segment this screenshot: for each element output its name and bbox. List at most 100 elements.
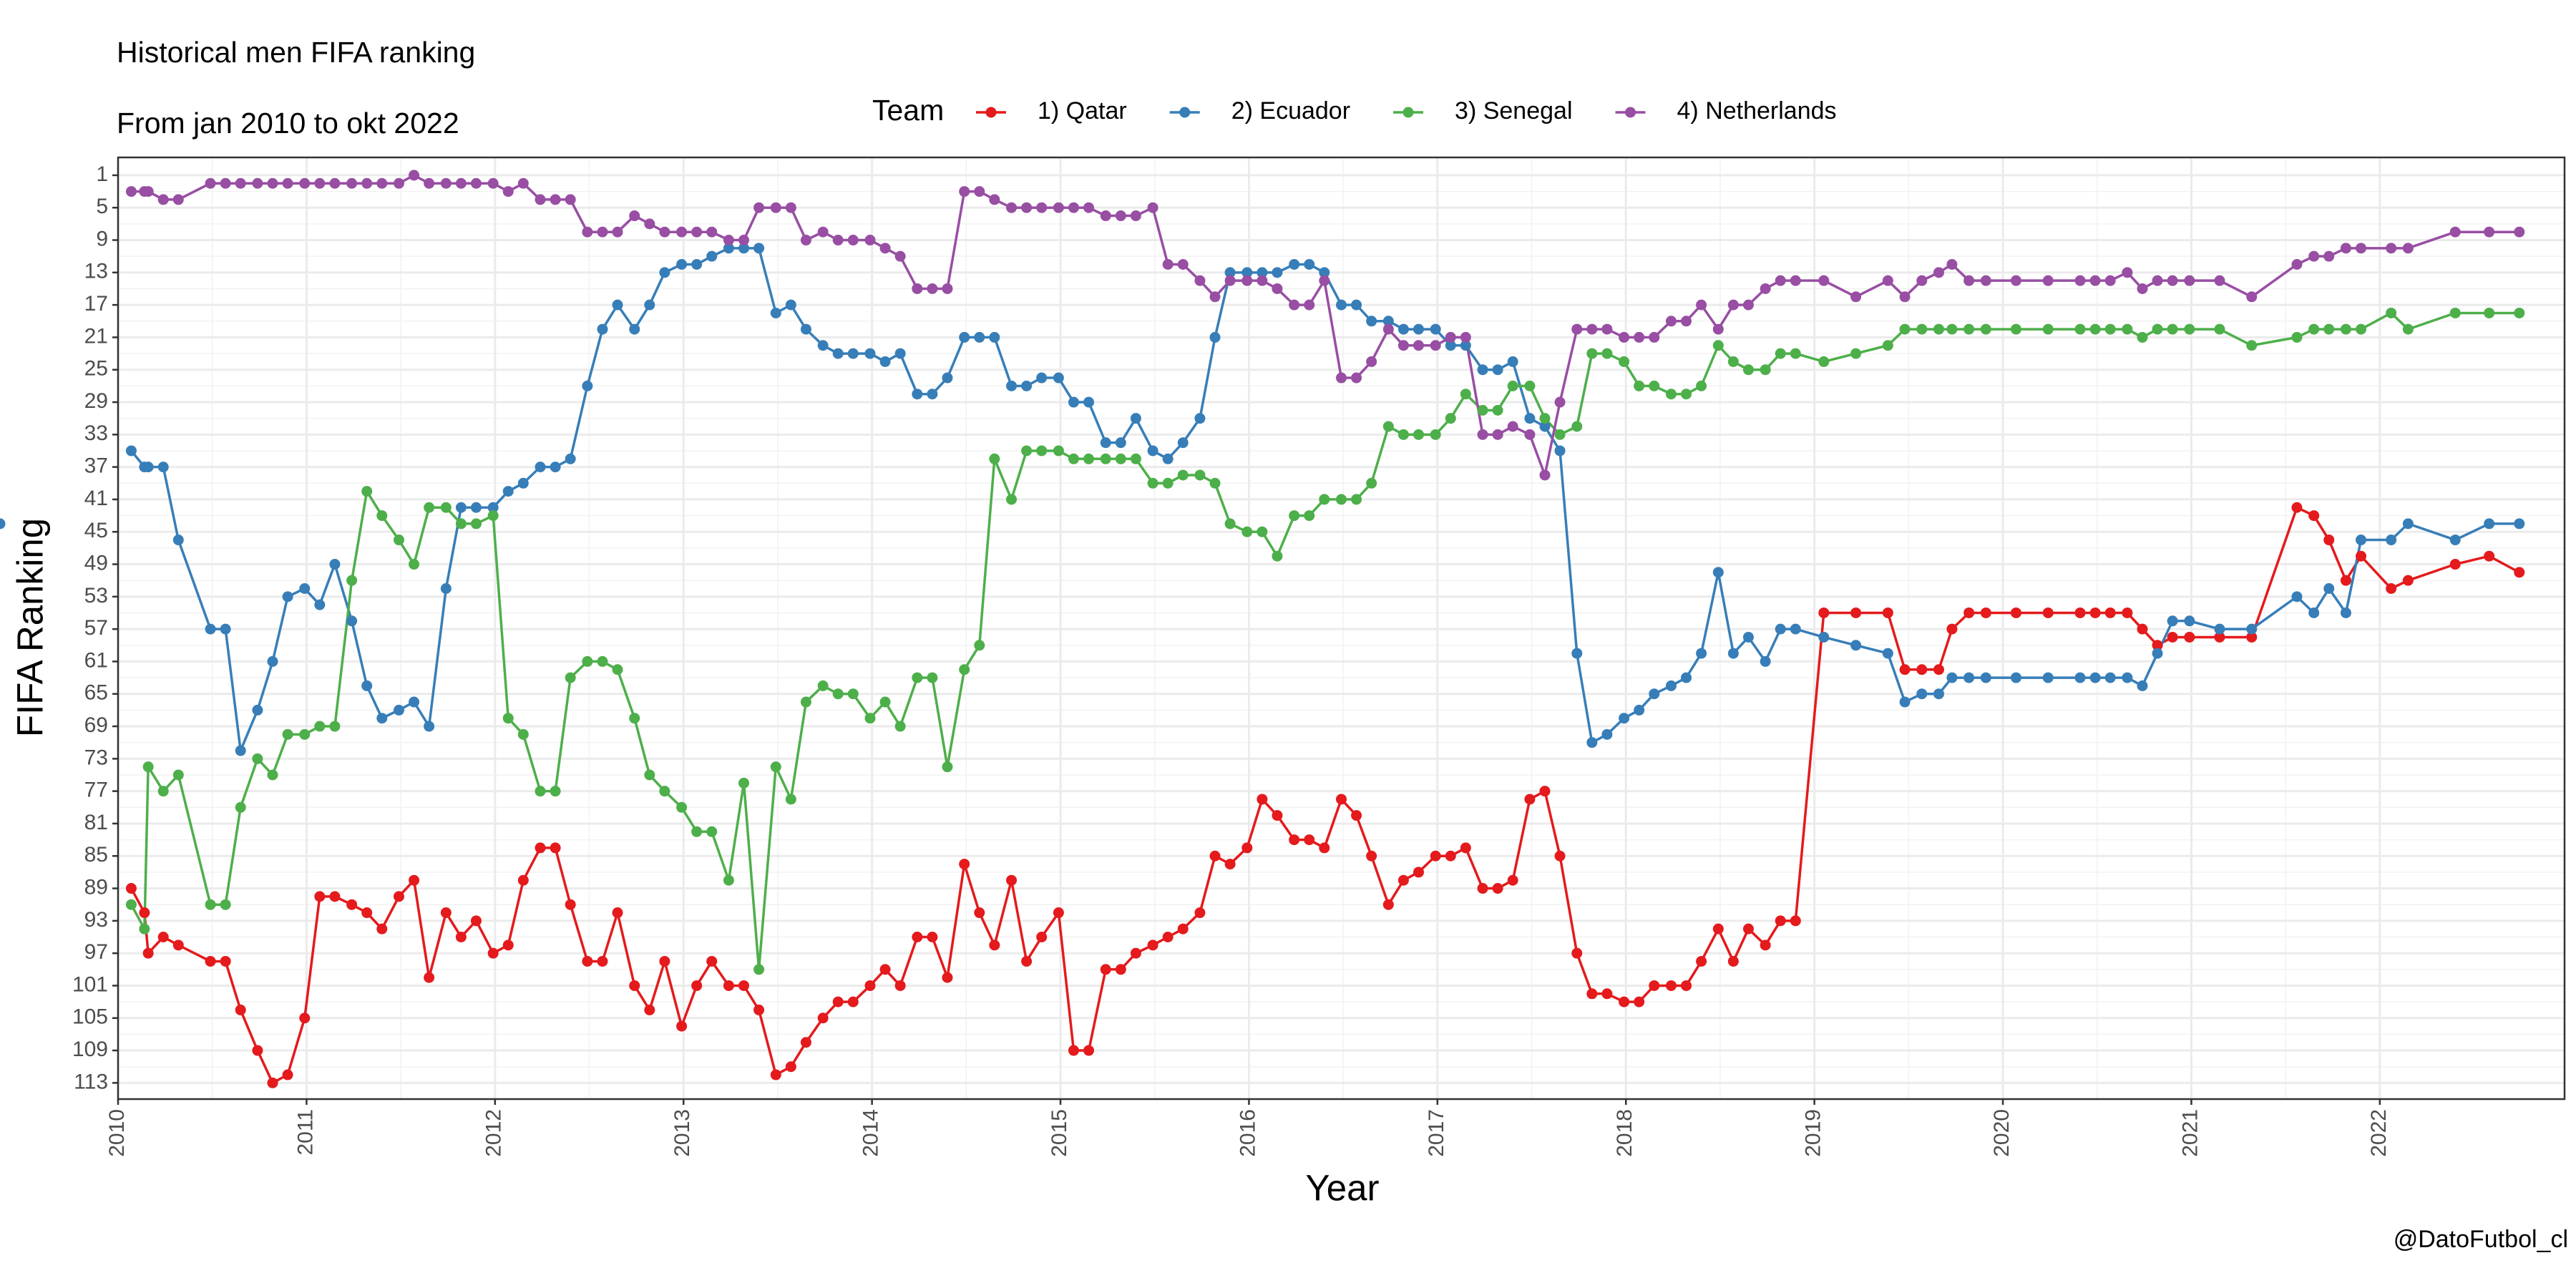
data-point — [1601, 988, 1613, 1000]
data-point — [502, 713, 514, 724]
data-point — [1933, 664, 1944, 675]
data-point — [1619, 331, 1630, 343]
data-point — [612, 226, 623, 238]
data-point — [1601, 323, 1613, 335]
data-point — [470, 502, 482, 513]
x-tick-label: 2011 — [293, 1109, 317, 1156]
data-point — [424, 502, 435, 513]
data-point — [1445, 850, 1456, 862]
data-point — [847, 348, 859, 359]
data-point — [314, 177, 326, 189]
data-point — [959, 859, 970, 870]
data-point — [738, 243, 750, 254]
data-point — [864, 713, 876, 724]
legend-key-point — [985, 107, 997, 118]
data-point — [1492, 883, 1503, 894]
data-point — [1162, 453, 1174, 464]
data-point — [864, 348, 876, 359]
data-point — [1850, 291, 1862, 303]
data-point — [329, 891, 341, 902]
data-point — [2104, 672, 2116, 683]
legend-title: Team — [872, 94, 944, 127]
data-point — [2184, 275, 2195, 286]
data-point — [1634, 380, 1645, 391]
data-point — [706, 955, 718, 967]
data-point — [205, 623, 216, 635]
x-tick-label: 2018 — [1613, 1109, 1636, 1157]
data-point — [2356, 550, 2367, 562]
data-point — [1177, 258, 1189, 270]
y-tick-label: 57 — [84, 616, 108, 640]
data-point — [1100, 210, 1111, 222]
data-point — [785, 299, 796, 311]
data-point — [2214, 323, 2225, 335]
data-point — [1130, 210, 1141, 222]
data-point — [2308, 250, 2320, 262]
data-point — [1882, 648, 1893, 659]
data-point — [361, 907, 373, 919]
data-point — [1430, 429, 1441, 440]
data-point — [1980, 607, 1991, 618]
data-point — [691, 980, 703, 991]
data-point — [1036, 202, 1048, 213]
data-point — [550, 842, 561, 854]
data-point — [1224, 518, 1236, 530]
data-point — [817, 680, 829, 691]
data-point — [847, 235, 859, 246]
data-point — [1351, 494, 1362, 505]
data-point — [2356, 323, 2367, 335]
data-point — [659, 267, 670, 278]
data-point — [723, 980, 734, 991]
data-point — [2449, 226, 2461, 238]
data-point — [800, 696, 811, 708]
data-point — [1036, 931, 1048, 942]
data-point — [299, 583, 311, 595]
data-point — [172, 535, 184, 546]
y-tick-label: 49 — [84, 551, 108, 575]
data-point — [1194, 275, 1206, 286]
data-point — [2386, 307, 2397, 318]
data-point — [2010, 672, 2021, 683]
data-point — [1933, 688, 1944, 700]
data-point — [565, 453, 576, 464]
data-point — [659, 226, 670, 238]
data-point — [2184, 631, 2195, 643]
data-point — [2214, 275, 2225, 286]
data-point — [1351, 299, 1362, 311]
data-point — [157, 931, 169, 942]
y-tick-label: 17 — [84, 292, 108, 316]
legend-key-point — [1402, 107, 1414, 118]
data-point — [1681, 389, 1692, 400]
data-point — [738, 235, 750, 246]
data-point — [691, 826, 703, 837]
data-point — [1224, 275, 1236, 286]
data-point — [2308, 323, 2320, 335]
data-point — [1601, 348, 1613, 359]
data-point — [1882, 340, 1893, 351]
data-point — [1289, 510, 1300, 522]
data-point — [565, 194, 576, 205]
data-point — [1272, 810, 1283, 821]
data-point — [1916, 323, 1928, 335]
data-point — [1304, 834, 1315, 846]
data-point — [142, 761, 154, 773]
data-point — [1571, 947, 1583, 959]
data-point — [1130, 413, 1141, 424]
y-tick-label: 101 — [72, 972, 108, 996]
data-point — [0, 518, 6, 530]
data-point — [817, 1013, 829, 1024]
data-point — [959, 331, 970, 343]
data-point — [1760, 655, 1771, 667]
data-point — [2137, 623, 2148, 635]
data-point — [612, 299, 623, 311]
data-point — [470, 518, 482, 530]
data-point — [989, 194, 1000, 205]
legend-key-point — [1625, 107, 1636, 118]
data-point — [1430, 323, 1441, 335]
data-point — [1053, 907, 1064, 919]
y-tick-label: 89 — [84, 875, 108, 899]
data-point — [424, 177, 435, 189]
data-point — [1036, 372, 1048, 384]
data-point — [1460, 331, 1471, 343]
